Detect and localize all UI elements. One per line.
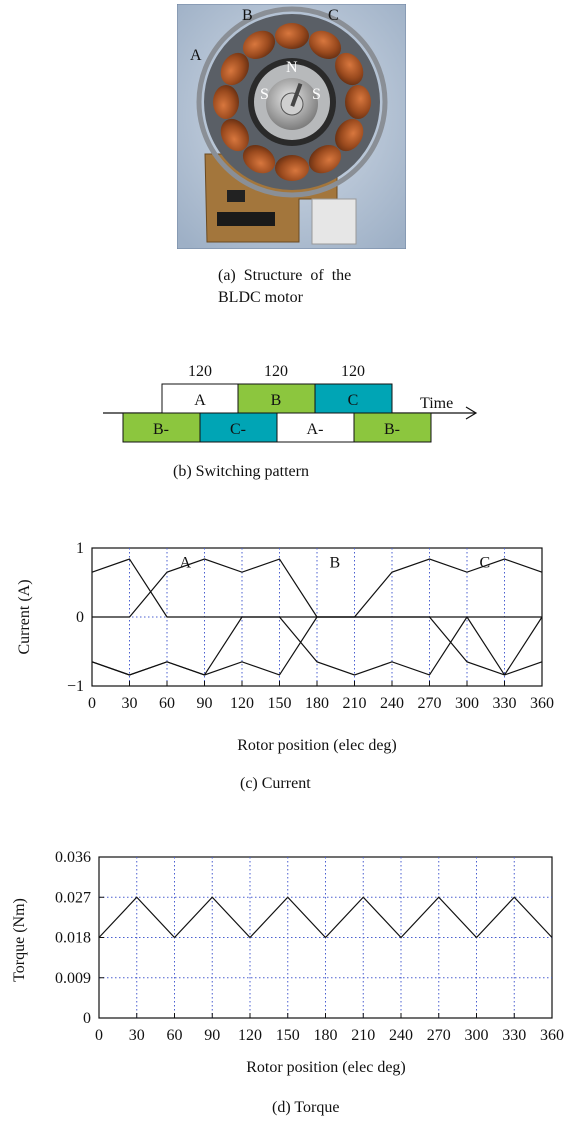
switch-block-b-neg-2-label: B- [384,421,400,438]
stator-coil [242,145,276,174]
torque-chart: Torque (Nm) Rotor position (elec deg) 0 3… [11,849,564,1076]
series-line-4 [91,616,543,676]
phase-label-c: C [328,7,339,24]
x-tick-label: 300 [455,695,479,712]
stator-coil [220,52,249,86]
switch-block-c-neg-label: C- [230,421,246,438]
x-tick-label: 180 [314,1027,338,1044]
stator-coil [242,30,276,59]
y-tick-label: 0.018 [55,930,91,947]
switch-block-a-neg [276,412,355,443]
x-tick-label: 0 [95,1027,103,1044]
switch-block-b-label: B [271,392,282,409]
switch-block-b [237,383,316,414]
caption-a-line1: (a) Structure of the [218,267,352,284]
duration-label: 120 [188,363,212,380]
x-tick-label: 360 [540,1027,564,1044]
stator-coil [220,118,249,152]
x-tick-label: 180 [305,695,329,712]
time-arrow-icon [465,406,478,420]
chip [217,212,275,226]
y-tick-label: 0 [83,1010,91,1027]
phase-label-a: A [190,47,202,64]
stator-coil [308,30,342,59]
switch-block-a-neg-label: A- [307,421,324,438]
x-tick-label: 240 [389,1027,413,1044]
motor-photo [176,3,407,250]
pole-label-n: N [286,59,298,76]
xlabel: Rotor position (elec deg) [246,1059,406,1076]
caption-d: (d) Torque [272,1099,340,1116]
stator-coil [308,145,342,174]
x-tick-label: 60 [159,695,175,712]
xlabel: Rotor position (elec deg) [237,737,397,754]
x-tick-label: 360 [530,695,554,712]
caption-a-line2: BLDC motor [218,289,303,306]
x-tick-label: 330 [493,695,517,712]
current-chart: Current (A) Rotor position (elec deg) 0 3… [16,540,554,754]
annotation-a: A [180,554,192,571]
x-tick-label: 300 [465,1027,489,1044]
x-tick-label: 150 [268,695,292,712]
annotation-b: B [330,554,341,571]
x-tick-label: 210 [351,1027,375,1044]
ylabel: Torque (Nm) [11,898,28,982]
x-tick-label: 240 [380,695,404,712]
x-tick-label: 270 [427,1027,451,1044]
x-tick-label: 60 [167,1027,183,1044]
stator-coil [345,85,371,119]
stator-coil [335,118,364,152]
switch-block-a-label: A [194,392,206,409]
motor-illustration [176,3,407,250]
stator-coil [213,85,239,119]
x-tick-label: 150 [276,1027,300,1044]
duration-label: 120 [264,363,288,380]
annotation-c: C [480,554,491,571]
x-tick-label: 30 [129,1027,145,1044]
pole-label-s-left: S [260,86,269,103]
x-tick-label: 120 [230,695,254,712]
y-tick-label: 1 [76,540,84,557]
stator-coil [275,23,309,49]
x-tick-label: 30 [122,695,138,712]
y-tick-label: −1 [67,678,84,695]
switch-block-c-neg [199,412,278,443]
x-tick-label: 120 [238,1027,262,1044]
series-line-1 [98,896,553,939]
duration-label: 120 [341,363,365,380]
x-tick-label: 90 [204,1027,220,1044]
caption-c: (c) Current [240,775,311,792]
switching-pattern: 120 120 120 Time A B C B- C- A- B- [103,363,478,443]
pole-label-s-right: S [312,86,321,103]
y-tick-label: 0.036 [55,849,91,866]
x-tick-label: 90 [197,695,213,712]
switch-block-c-label: C [348,392,359,409]
stator-coil [335,52,364,86]
y-tick-label: 0.027 [55,889,91,906]
switch-block-b-neg-2 [353,412,432,443]
y-tick-label: 0.009 [55,970,91,987]
y-tick-label: 0 [76,609,84,626]
x-tick-label: 270 [418,695,442,712]
ylabel: Current (A) [16,579,33,654]
x-tick-label: 0 [88,695,96,712]
x-tick-label: 210 [343,695,367,712]
x-tick-label: 330 [502,1027,526,1044]
switch-block-b-neg-label: B- [153,421,169,438]
time-label: Time [420,395,453,412]
switch-block-b-neg [122,412,201,443]
switch-block-a [161,383,239,414]
stator-coil [275,155,309,181]
phase-label-b: B [242,7,253,24]
caption-b: (b) Switching pattern [173,463,309,480]
